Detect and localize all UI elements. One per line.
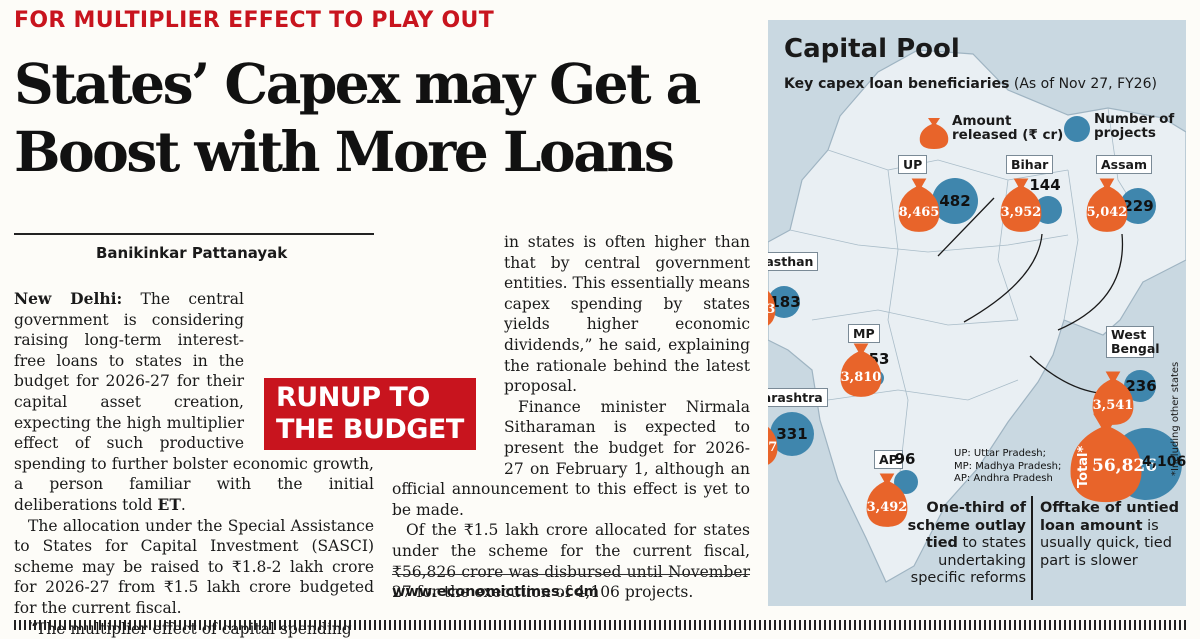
infographic-subtitle: Key capex loan beneficiaries (As of Nov … [784,76,1157,92]
byline: Banikinkar Pattanayak [96,244,287,262]
website-link[interactable]: www.economictimes.com [392,584,599,600]
headline: States’ Capex may Get a Boost with More … [14,50,754,186]
article-column-1: New Delhi: The central government is con… [14,289,374,639]
amount-value-bihar: 3,952 [994,205,1048,220]
total-footnote: *Including other states [1170,362,1181,476]
capital-pool-infographic: Capital Pool Key capex loan beneficiarie… [768,20,1186,606]
legend-bag-icon [916,112,952,150]
state-label-up: UP [898,155,927,174]
amount-bag-icon-mp [838,340,884,398]
amount-value-assam: 5,042 [1080,205,1134,220]
state-label-assam: Assam [1096,155,1152,174]
state-label-west-bengal: West Bengal [1106,326,1154,358]
amount-value-total: 56,826 [1092,456,1148,476]
abbreviation-note: UP: Uttar Pradesh;MP: Madhya Pradesh;AP:… [954,448,1061,486]
projects-value-ap: 96 [888,450,922,468]
amount-bag-icon-assam [1084,175,1130,233]
total-label: Total* [1076,446,1091,488]
amount-value-mp: 3,810 [834,370,888,385]
amount-bag-icon-ap [864,470,910,528]
amount-value-maharashtra: 3,077 [768,440,784,455]
infographic-title: Capital Pool [784,34,960,64]
runup-line-2: THE BUDGET [276,414,464,446]
state-label-maharashtra: Maharashtra [768,388,828,407]
note-tied-loans: One-third of scheme outlay tied to state… [906,500,1026,588]
runup-line-1: RUNUP TO [276,382,464,414]
source-et: ET [158,495,181,514]
amount-value-up: 8,465 [892,205,946,220]
amount-value-rajasthan: 4,113 [768,302,782,317]
byline-rule [14,233,374,235]
state-label-rajasthan: Rajasthan [768,252,818,271]
note-untied-loans: Offtake of untied loan amount is usually… [1040,500,1180,570]
article-para-2: The allocation under the Special Assista… [14,516,374,619]
state-label-bihar: Bihar [1006,155,1053,174]
note-separator [1031,496,1033,600]
amount-bag-icon-bihar [998,175,1044,233]
amount-bag-icon-up [896,175,942,233]
footer-rule [392,574,750,575]
kicker: FOR MULTIPLIER EFFECT TO PLAY OUT [14,8,494,33]
barcode-strip [14,620,1186,630]
legend-circle-icon [1064,116,1090,142]
runup-to-budget-banner: RUNUP TO THE BUDGET [264,378,476,450]
dateline: New Delhi: [14,289,122,308]
amount-bag-icon-rajasthan [768,272,778,330]
amount-bag-icon-maharashtra [768,410,780,468]
